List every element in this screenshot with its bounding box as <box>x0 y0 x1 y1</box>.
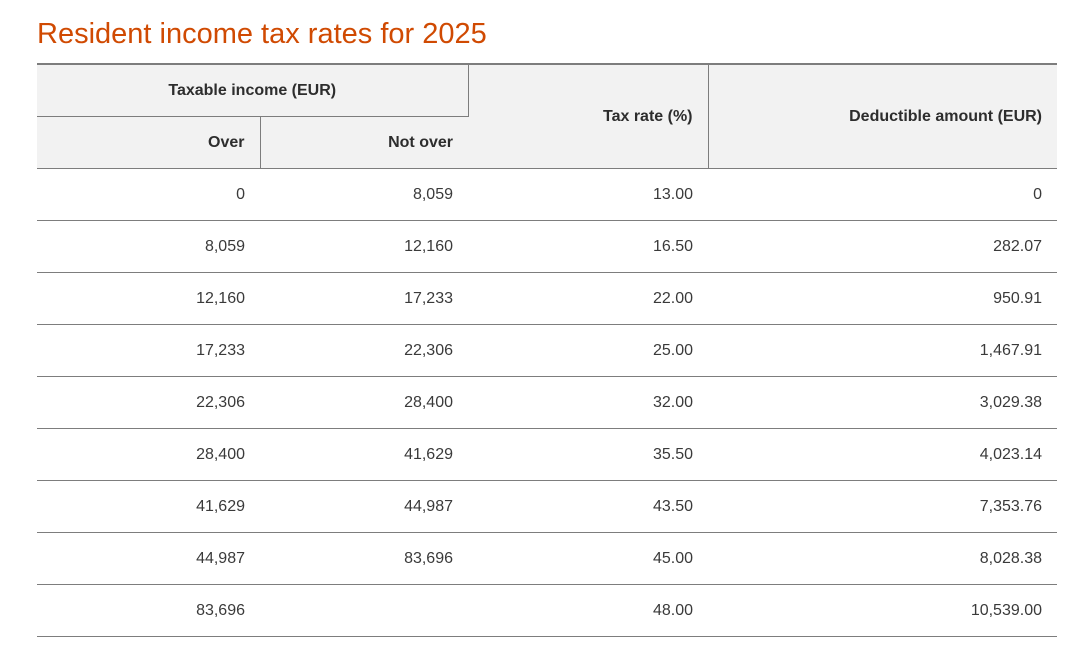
deductible-amount-header: Deductible amount (EUR) <box>708 63 1057 169</box>
cell-tax-rate: 22.00 <box>468 272 708 325</box>
cell-not-over: 41,629 <box>260 428 468 481</box>
cell-over: 83,696 <box>37 584 260 637</box>
cell-over: 12,160 <box>37 272 260 325</box>
table-row: 83,696 48.00 10,539.00 <box>37 584 1057 637</box>
table-body: 0 8,059 13.00 0 8,059 12,160 16.50 282.0… <box>37 168 1057 637</box>
cell-not-over: 8,059 <box>260 168 468 221</box>
table-row: 28,400 41,629 35.50 4,023.14 <box>37 428 1057 481</box>
cell-over: 17,233 <box>37 324 260 377</box>
cell-tax-rate: 43.50 <box>468 480 708 533</box>
cell-not-over: 28,400 <box>260 376 468 429</box>
cell-tax-rate: 48.00 <box>468 584 708 637</box>
cell-not-over <box>260 584 468 637</box>
over-header: Over <box>37 116 261 169</box>
cell-over: 44,987 <box>37 532 260 585</box>
cell-not-over: 22,306 <box>260 324 468 377</box>
table-row: 0 8,059 13.00 0 <box>37 168 1057 221</box>
cell-not-over: 17,233 <box>260 272 468 325</box>
page-title: Resident income tax rates for 2025 <box>37 18 487 50</box>
cell-deductible: 4,023.14 <box>708 428 1057 481</box>
cell-not-over: 83,696 <box>260 532 468 585</box>
table-row: 8,059 12,160 16.50 282.07 <box>37 220 1057 273</box>
table-row: 41,629 44,987 43.50 7,353.76 <box>37 480 1057 533</box>
cell-tax-rate: 16.50 <box>468 220 708 273</box>
cell-deductible: 282.07 <box>708 220 1057 273</box>
cell-over: 28,400 <box>37 428 260 481</box>
taxable-income-header: Taxable income (EUR) <box>37 63 469 117</box>
header-row-group: Taxable income (EUR) Tax rate (%) Deduct… <box>37 63 1057 169</box>
cell-deductible: 3,029.38 <box>708 376 1057 429</box>
cell-tax-rate: 32.00 <box>468 376 708 429</box>
cell-tax-rate: 13.00 <box>468 168 708 221</box>
cell-not-over: 44,987 <box>260 480 468 533</box>
tax-rate-header: Tax rate (%) <box>468 63 709 169</box>
header-row-sub: Over Not over <box>37 116 1057 169</box>
cell-tax-rate: 25.00 <box>468 324 708 377</box>
cell-not-over: 12,160 <box>260 220 468 273</box>
table-row: 44,987 83,696 45.00 8,028.38 <box>37 532 1057 585</box>
cell-over: 0 <box>37 168 260 221</box>
tax-rates-table: Taxable income (EUR) Tax rate (%) Deduct… <box>37 63 1057 637</box>
cell-over: 8,059 <box>37 220 260 273</box>
cell-deductible: 10,539.00 <box>708 584 1057 637</box>
table-header: Taxable income (EUR) Tax rate (%) Deduct… <box>37 63 1057 169</box>
table-row: 22,306 28,400 32.00 3,029.38 <box>37 376 1057 429</box>
table-row: 12,160 17,233 22.00 950.91 <box>37 272 1057 325</box>
cell-deductible: 0 <box>708 168 1057 221</box>
cell-tax-rate: 45.00 <box>468 532 708 585</box>
table-row: 17,233 22,306 25.00 1,467.91 <box>37 324 1057 377</box>
cell-tax-rate: 35.50 <box>468 428 708 481</box>
cell-over: 41,629 <box>37 480 260 533</box>
cell-deductible: 7,353.76 <box>708 480 1057 533</box>
cell-deductible: 1,467.91 <box>708 324 1057 377</box>
cell-over: 22,306 <box>37 376 260 429</box>
cell-deductible: 8,028.38 <box>708 532 1057 585</box>
not-over-header: Not over <box>260 116 468 169</box>
cell-deductible: 950.91 <box>708 272 1057 325</box>
